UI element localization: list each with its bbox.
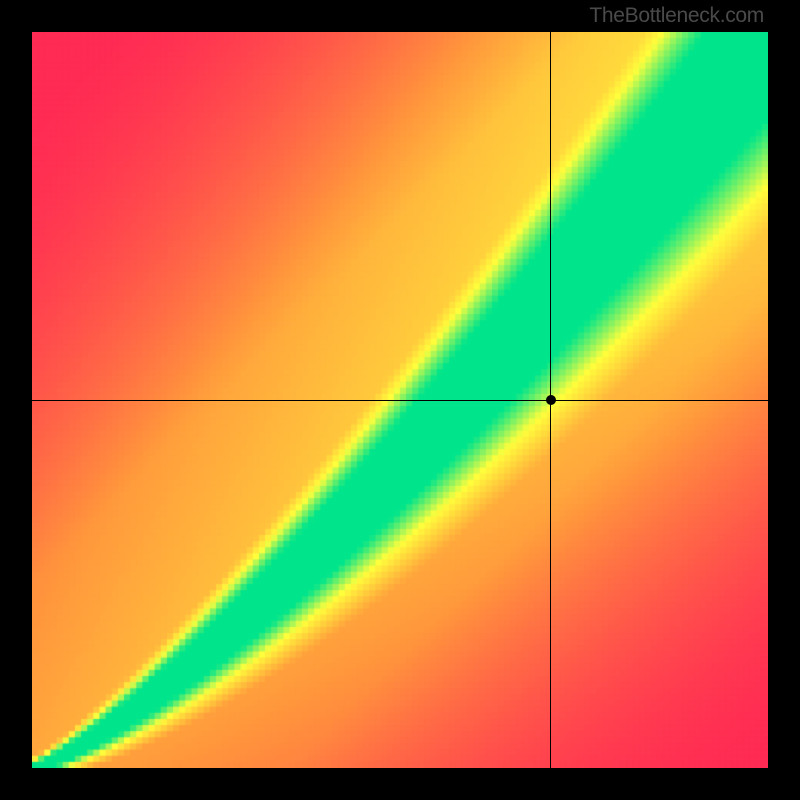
figure-frame: TheBottleneck.com xyxy=(0,0,800,800)
watermark-text: TheBottleneck.com xyxy=(589,4,764,28)
plot-area xyxy=(32,32,768,768)
marker-dot xyxy=(546,395,556,405)
crosshair-horizontal xyxy=(32,400,768,401)
